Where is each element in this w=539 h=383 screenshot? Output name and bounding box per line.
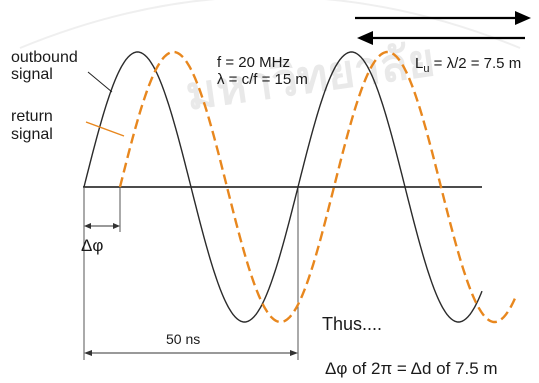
phase-shift-arrow bbox=[84, 223, 120, 229]
phase-shift-label: Δφ bbox=[81, 236, 103, 255]
return-label-line2: signal bbox=[11, 126, 53, 143]
outbound-direction-arrow bbox=[355, 11, 531, 25]
conclusion-label: Δφ of 2π = Δd of 7.5 m bbox=[325, 359, 498, 378]
period-arrow bbox=[84, 350, 298, 356]
outbound-label-line1: outbound bbox=[11, 49, 78, 66]
unit-length-subscript: u bbox=[423, 63, 429, 75]
period-label: 50 ns bbox=[166, 331, 200, 347]
return-wave bbox=[118, 50, 518, 324]
wavelength-label: λ = c/f = 15 m bbox=[217, 71, 308, 88]
return-leader-line bbox=[85, 121, 125, 137]
frequency-label: f = 20 MHz bbox=[217, 54, 290, 71]
unit-length-label: Lu = λ/2 = 7.5 m bbox=[415, 55, 521, 75]
unit-length-value: = λ/2 = 7.5 m bbox=[429, 55, 521, 72]
return-direction-arrow bbox=[357, 31, 525, 45]
unit-length-symbol: L bbox=[415, 55, 423, 72]
outbound-leader-line bbox=[87, 71, 113, 93]
return-label-line1: return bbox=[11, 108, 53, 125]
thus-label: Thus.... bbox=[322, 314, 382, 334]
outbound-label-line2: signal bbox=[11, 66, 53, 83]
outbound-wave bbox=[83, 51, 483, 323]
